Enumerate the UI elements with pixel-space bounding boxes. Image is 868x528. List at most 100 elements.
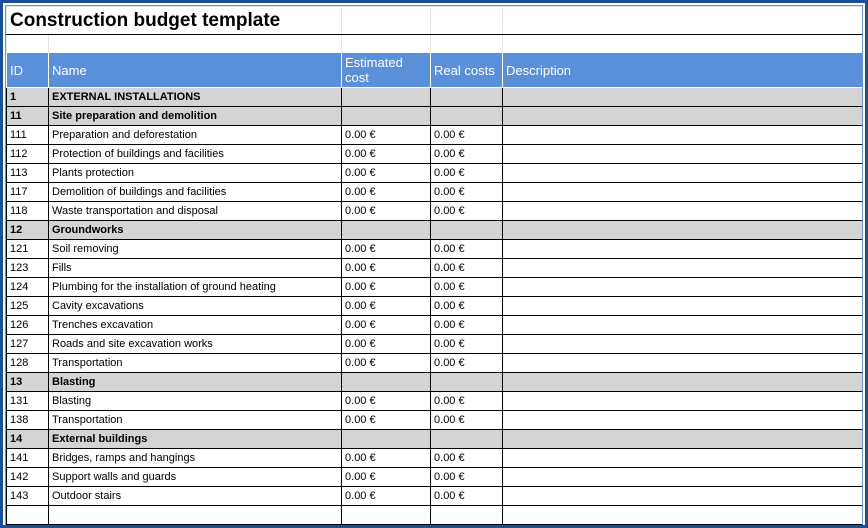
cell: 143 (6, 486, 49, 506)
empty-cell (502, 182, 862, 202)
empty-cell (341, 87, 432, 107)
cell: 0.00 € (430, 163, 504, 183)
cell: 0.00 € (341, 315, 432, 335)
cell: Preparation and deforestation (47, 125, 343, 145)
cell: Support walls and guards (47, 467, 343, 487)
title-row: Construction budget template (6, 6, 862, 35)
cell: 124 (6, 277, 49, 297)
empty-cell (6, 505, 49, 525)
section-row: 12 Groundworks (6, 220, 862, 240)
empty-cell (502, 239, 862, 259)
cell: Blasting (47, 391, 343, 411)
cell (341, 6, 432, 35)
cell: 118 (6, 201, 49, 221)
empty-cell (502, 505, 862, 525)
cell: 0.00 € (430, 201, 504, 221)
empty-cell (502, 372, 862, 392)
cell: 0.00 € (341, 258, 432, 278)
cell: Bridges, ramps and hangings (47, 448, 343, 468)
empty-cell (430, 220, 504, 240)
cell: 121 (6, 239, 49, 259)
cell: Blasting (47, 372, 343, 392)
cell: 0.00 € (341, 163, 432, 183)
empty-cell (502, 201, 862, 221)
cell: 0.00 € (341, 334, 432, 354)
empty-cell (502, 391, 862, 411)
item-row: 125 Cavity excavations 0.00 €0.00 € (6, 296, 862, 316)
cell: 0.00 € (341, 467, 432, 487)
section-row: 13 Blasting (6, 372, 862, 392)
cell: Trenches excavation (47, 315, 343, 335)
item-row: 128 Transportation 0.00 €0.00 € (6, 353, 862, 373)
cell: 117 (6, 182, 49, 202)
section-row: 11 Site preparation and demolition (6, 106, 862, 126)
empty-cell (430, 106, 504, 126)
empty-cell (502, 277, 862, 297)
cell (430, 6, 504, 35)
cell: 0.00 € (430, 125, 504, 145)
cell: 0.00 € (430, 182, 504, 202)
cell: 112 (6, 144, 49, 164)
cell: 0.00 € (341, 201, 432, 221)
cell: Plants protection (47, 163, 343, 183)
cell: Roads and site excavation works (47, 334, 343, 354)
cell: 0.00 € (341, 239, 432, 259)
cell: Protection of buildings and facilities (47, 144, 343, 164)
empty-cell (341, 106, 432, 126)
title: Construction budget template (6, 6, 343, 35)
sheet: Construction budget template ID Name Estim… (5, 5, 863, 525)
empty-cell (430, 87, 504, 107)
header-cell: Name (47, 52, 343, 88)
item-row: 138 Transportation 0.00 €0.00 € (6, 410, 862, 430)
cell: 0.00 € (341, 486, 432, 506)
cell: 142 (6, 467, 49, 487)
cell: 0.00 € (430, 391, 504, 411)
cell: 0.00 € (341, 125, 432, 145)
cell: 0.00 € (430, 239, 504, 259)
cell: 0.00 € (341, 277, 432, 297)
cell: 141 (6, 448, 49, 468)
cell: Soil removing (47, 239, 343, 259)
cell: Transportation (47, 353, 343, 373)
item-row: 111 Preparation and deforestation 0.00 €0.… (6, 125, 862, 145)
cell: 0.00 € (430, 334, 504, 354)
section-row: 1 EXTERNAL INSTALLATIONS (6, 87, 862, 107)
empty-cell (430, 429, 504, 449)
empty-cell (502, 258, 862, 278)
cell: 0.00 € (430, 144, 504, 164)
item-row: 124 Plumbing for the installation of grou… (6, 277, 862, 297)
cell: 126 (6, 315, 49, 335)
cell: 0.00 € (341, 353, 432, 373)
empty-cell (341, 505, 432, 525)
item-row: 113 Plants protection 0.00 €0.00 € (6, 163, 862, 183)
cell: 0.00 € (430, 410, 504, 430)
item-row: 118 Waste transportation and disposal 0.00… (6, 201, 862, 221)
cell (502, 6, 862, 35)
empty-cell (502, 467, 862, 487)
empty-cell (502, 296, 862, 316)
empty-cell (502, 410, 862, 430)
cell: 128 (6, 353, 49, 373)
cell: 12 (6, 220, 49, 240)
cell: 13 (6, 372, 49, 392)
header-cell: ID (6, 52, 49, 88)
cell: Site preparation and demolition (47, 106, 343, 126)
blank-row (6, 34, 862, 53)
cell: 0.00 € (341, 182, 432, 202)
item-row: 112 Protection of buildings and facilitie… (6, 144, 862, 164)
empty-cell (502, 315, 862, 335)
cell: Outdoor stairs (47, 486, 343, 506)
cell: Plumbing for the installation of ground … (47, 277, 343, 297)
item-row: 142 Support walls and guards 0.00 €0.00 € (6, 467, 862, 487)
cell: 14 (6, 429, 49, 449)
empty-cell (341, 220, 432, 240)
cell: 0.00 € (341, 391, 432, 411)
empty-cell (430, 505, 504, 525)
empty-cell (502, 106, 862, 126)
cell: Demolition of buildings and facilities (47, 182, 343, 202)
cell: 123 (6, 258, 49, 278)
cell: 0.00 € (341, 144, 432, 164)
empty-cell (502, 87, 862, 107)
cell: 0.00 € (430, 277, 504, 297)
cell: EXTERNAL INSTALLATIONS (47, 87, 343, 107)
